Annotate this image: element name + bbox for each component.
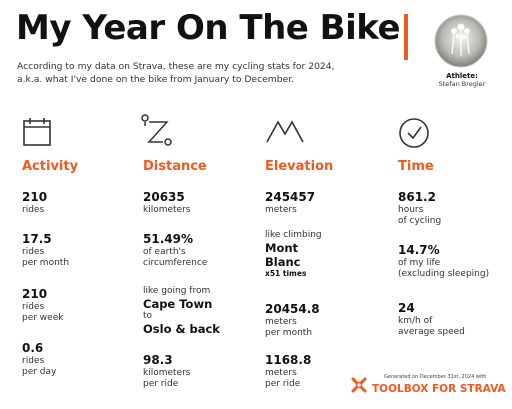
stat: 861.2 hours of cycling bbox=[398, 190, 441, 227]
stat-times: x51 times bbox=[265, 269, 307, 278]
stat-value: 14.7% bbox=[398, 243, 440, 257]
stat-value: 245457 bbox=[265, 190, 316, 204]
stat-value: 51.49% bbox=[143, 232, 193, 246]
stat: 1168.8 meters per ride bbox=[265, 353, 311, 390]
stat-value: 17.5 bbox=[22, 232, 52, 246]
stat-caption: per day bbox=[22, 367, 57, 377]
stat-caption: per ride bbox=[265, 379, 301, 389]
stat-caption: rides bbox=[22, 205, 45, 215]
distance-icon bbox=[141, 114, 172, 146]
stat-caption: kilometers bbox=[143, 368, 191, 378]
stat-caption: kilometers bbox=[143, 205, 191, 215]
stat: like climbing Mont Blanc x51 times bbox=[265, 230, 322, 279]
column-title: Activity bbox=[22, 159, 79, 174]
stat-caption: of my life bbox=[398, 258, 441, 268]
calendar-icon bbox=[23, 118, 51, 146]
stat-value: 24 bbox=[398, 301, 415, 315]
stat-caption: rides bbox=[22, 247, 45, 257]
intro-line: a.k.a. what I've done on the bike from J… bbox=[17, 74, 295, 85]
stat-lead: like climbing bbox=[265, 230, 322, 240]
column-title: Distance bbox=[143, 159, 207, 174]
stat-caption: meters bbox=[265, 368, 297, 378]
stat-highlight: Mont bbox=[265, 241, 299, 255]
title: My Year On The Bike bbox=[16, 8, 401, 48]
avatar bbox=[434, 14, 488, 68]
stat-highlight: Cape Town bbox=[143, 297, 213, 311]
intro-line: According to my data on Strava, these ar… bbox=[17, 61, 335, 72]
stat-value: 20454.8 bbox=[265, 302, 320, 316]
stat-caption: per month bbox=[22, 258, 70, 268]
stat: 20454.8 meters per month bbox=[265, 302, 320, 339]
stat-caption: km/h of bbox=[398, 316, 433, 326]
stat-caption: rides bbox=[22, 302, 45, 312]
stat-caption: average speed bbox=[398, 327, 465, 337]
stat: 98.3 kilometers per ride bbox=[143, 353, 190, 390]
clock-icon bbox=[399, 118, 429, 148]
stat: like going from Cape Town to Oslo & back bbox=[143, 286, 220, 336]
stat-caption: of earth's bbox=[143, 247, 186, 257]
athlete: Athlete: Stefan Bregler bbox=[428, 72, 496, 88]
stat-lead: like going from bbox=[143, 286, 211, 296]
stat: 24 km/h of average speed bbox=[398, 301, 465, 338]
stat-caption: meters bbox=[265, 205, 297, 215]
column-title: Elevation bbox=[265, 159, 334, 174]
brand-name: TOOLBOX FOR STRAVA bbox=[372, 383, 506, 395]
stat-caption: circumference bbox=[143, 258, 208, 268]
stat-value: 861.2 bbox=[398, 190, 436, 204]
stat-caption: per week bbox=[22, 313, 64, 323]
stat-caption: per ride bbox=[143, 379, 179, 389]
stat-highlight: Oslo & back bbox=[143, 322, 220, 336]
generated-note: Generated on December 31st, 2024 with bbox=[384, 374, 487, 380]
stat-value: 1168.8 bbox=[265, 353, 312, 367]
stat-value: 0.6 bbox=[22, 341, 44, 355]
column-title: Time bbox=[398, 159, 434, 174]
stat-caption: per month bbox=[265, 328, 313, 338]
stat-value: 98.3 bbox=[143, 353, 173, 367]
stat-highlight: Blanc bbox=[265, 255, 301, 269]
stat-value: 210 bbox=[22, 190, 48, 204]
stat-caption: meters bbox=[265, 317, 297, 327]
athlete-name: Stefan Bregler bbox=[438, 80, 486, 88]
brand-logo bbox=[351, 377, 367, 393]
stat-caption: hours bbox=[398, 205, 424, 215]
stat-caption: (excluding sleeping) bbox=[398, 269, 490, 279]
stat: 20635 kilometers bbox=[143, 190, 190, 216]
intro: According to my data on Strava, these ar… bbox=[17, 60, 335, 86]
stat-value: 210 bbox=[22, 287, 48, 301]
stat: 14.7% of my life (excluding sleeping) bbox=[398, 243, 489, 280]
stat: 245457 meters bbox=[265, 190, 315, 216]
accent-bar bbox=[404, 14, 408, 60]
stat-value: 20635 bbox=[143, 190, 185, 204]
stat-caption: rides bbox=[22, 356, 45, 366]
elevation-icon bbox=[266, 120, 304, 143]
athlete-label: Athlete: bbox=[446, 72, 478, 80]
stat-caption: of cycling bbox=[398, 216, 442, 226]
stat: 17.5 rides per month bbox=[22, 232, 69, 269]
stat-caption: to bbox=[143, 311, 153, 321]
stat: 210 rides bbox=[22, 190, 47, 216]
stat: 210 rides per week bbox=[22, 287, 63, 324]
stat: 51.49% of earth's circumference bbox=[143, 232, 207, 269]
stat: 0.6 rides per day bbox=[22, 341, 56, 378]
